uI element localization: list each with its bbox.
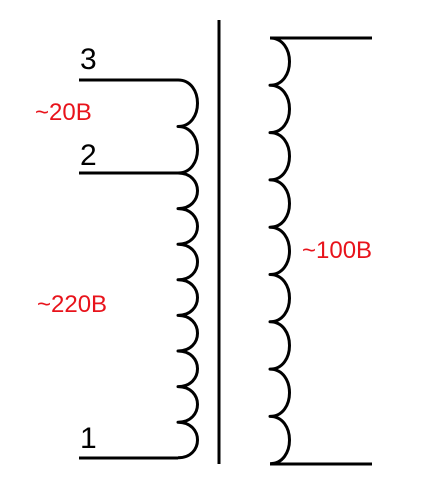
voltage-label-20v: ~20B xyxy=(35,99,92,126)
voltage-label-220v: ~220B xyxy=(37,291,107,318)
voltage-label-100v: ~100B xyxy=(302,237,372,264)
terminal-label-1: 1 xyxy=(80,422,97,455)
terminal-label-3: 3 xyxy=(80,43,97,76)
terminal-label-2: 2 xyxy=(80,139,97,172)
secondary-winding xyxy=(268,36,291,466)
primary-winding xyxy=(176,78,199,460)
